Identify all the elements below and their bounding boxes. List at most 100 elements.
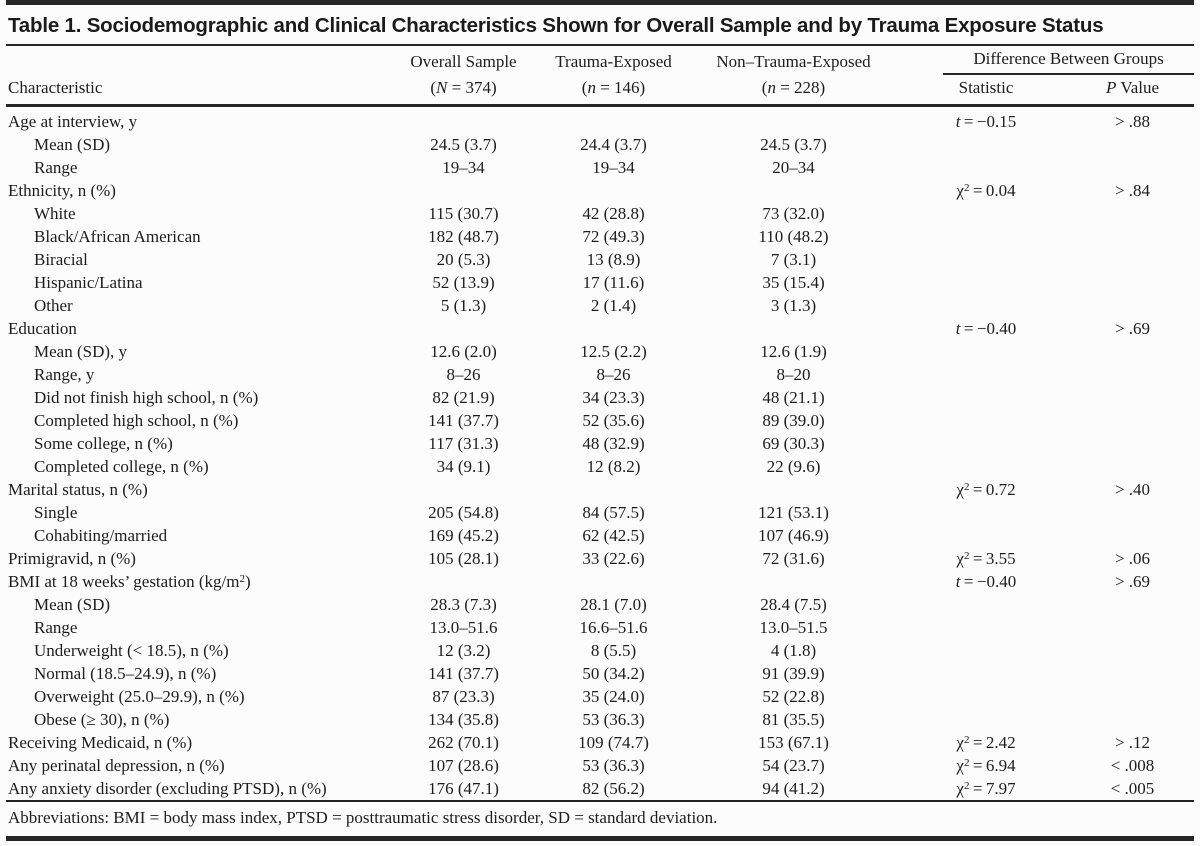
characteristics-table: Overall Sample Trauma-Exposed Non–Trauma…	[6, 46, 1195, 800]
p-value-cell: > .12	[1114, 733, 1151, 752]
table-row: Age at interview, y t = −0.15 > .88	[6, 106, 1194, 134]
header-overall-n: (N = 374)	[386, 75, 541, 107]
statistic-cell	[901, 455, 1071, 478]
p-value-cell	[1071, 271, 1194, 294]
statistic-cell: t = −0.15	[955, 112, 1017, 131]
p-value-cell	[1071, 386, 1194, 409]
p-value-cell	[1071, 685, 1194, 708]
statistic-cell	[901, 685, 1071, 708]
statistic-cell	[901, 271, 1071, 294]
value-cell: 52 (22.8)	[762, 687, 825, 706]
value-cell: 24.5 (3.7)	[430, 135, 497, 154]
value-cell: 176 (47.1)	[428, 779, 499, 798]
value-cell	[541, 570, 686, 593]
p-value-cell	[1071, 133, 1194, 156]
row-label: Other	[34, 296, 73, 315]
value-cell: 82 (21.9)	[432, 388, 495, 407]
table-row: Mean (SD) 24.5 (3.7) 24.4 (3.7) 24.5 (3.7)	[6, 133, 1194, 156]
value-cell: 3 (1.3)	[770, 296, 817, 315]
value-cell: 20–34	[772, 158, 815, 177]
value-cell	[386, 478, 541, 501]
value-cell	[541, 478, 686, 501]
table-row: Normal (18.5–24.9), n (%) 141 (37.7) 50 (3…	[6, 662, 1194, 685]
top-rule	[6, 0, 1194, 5]
row-label: Normal (18.5–24.9), n (%)	[34, 664, 217, 683]
row-label: Single	[34, 503, 78, 522]
table-row: Primigravid, n (%) 105 (28.1) 33 (22.6) 72 …	[6, 547, 1194, 570]
value-cell: 182 (48.7)	[428, 227, 499, 246]
table-row: Some college, n (%) 117 (31.3) 48 (32.9) 69…	[6, 432, 1194, 455]
value-cell: 12.6 (2.0)	[430, 342, 497, 361]
p-value-cell	[1071, 616, 1194, 639]
p-value-cell	[1071, 248, 1194, 271]
table-row: Any anxiety disorder (excluding PTSD), n…	[6, 777, 1194, 800]
value-cell: 82 (56.2)	[582, 779, 645, 798]
value-cell: 16.6–51.6	[579, 618, 648, 637]
table-row: Mean (SD), y 12.6 (2.0) 12.5 (2.2) 12.6 (1.…	[6, 340, 1194, 363]
value-cell: 28.1 (7.0)	[580, 595, 647, 614]
statistic-cell: χ2 = 2.42	[956, 733, 1016, 752]
header-overall-sample: Overall Sample	[410, 52, 517, 71]
p-value-cell	[1071, 455, 1194, 478]
value-cell: 8–26	[596, 365, 631, 384]
statistic-cell	[901, 202, 1071, 225]
row-label: Underweight (< 18.5), n (%)	[34, 641, 229, 660]
value-cell: 33 (22.6)	[582, 549, 645, 568]
row-label: Overweight (25.0–29.9), n (%)	[34, 687, 245, 706]
value-cell: 13.0–51.5	[759, 618, 828, 637]
p-value-cell: > .69	[1114, 572, 1151, 591]
p-value-cell	[1071, 202, 1194, 225]
row-label: Any perinatal depression, n (%)	[8, 756, 225, 775]
p-value-cell	[1071, 662, 1194, 685]
value-cell: 110 (48.2)	[758, 227, 829, 246]
value-cell: 87 (23.3)	[432, 687, 495, 706]
row-label: Obese (≥ 30), n (%)	[34, 710, 170, 729]
value-cell: 5 (1.3)	[440, 296, 487, 315]
value-cell: 8–26	[446, 365, 481, 384]
p-value-cell: < .008	[1110, 756, 1155, 775]
row-label: Any anxiety disorder (excluding PTSD), n…	[8, 779, 327, 798]
table-row: Completed college, n (%) 34 (9.1) 12 (8.2)…	[6, 455, 1194, 478]
value-cell: 73 (32.0)	[762, 204, 825, 223]
value-cell: 20 (5.3)	[436, 250, 491, 269]
value-cell: 81 (35.5)	[762, 710, 825, 729]
statistic-cell: χ2 = 6.94	[956, 756, 1016, 775]
value-cell	[686, 106, 901, 134]
statistic-cell	[901, 616, 1071, 639]
value-cell: 134 (35.8)	[428, 710, 499, 729]
statistic-cell: χ2 = 0.04	[956, 181, 1016, 200]
value-cell	[541, 317, 686, 340]
value-cell: 121 (53.1)	[758, 503, 829, 522]
statistic-cell	[901, 248, 1071, 271]
row-label: Completed college, n (%)	[34, 457, 209, 476]
statistic-cell	[901, 708, 1071, 731]
p-value-cell	[1071, 340, 1194, 363]
value-cell: 35 (24.0)	[582, 687, 645, 706]
value-cell: 35 (15.4)	[762, 273, 825, 292]
value-cell: 69 (30.3)	[762, 434, 825, 453]
p-value-cell	[1071, 363, 1194, 386]
value-cell	[686, 317, 901, 340]
statistic-cell	[901, 294, 1071, 317]
p-value-cell	[1071, 501, 1194, 524]
value-cell: 13 (8.9)	[586, 250, 641, 269]
table-row: Ethnicity, n (%) χ2 = 0.04 > .84	[6, 179, 1194, 202]
value-cell	[386, 179, 541, 202]
statistic-cell	[901, 409, 1071, 432]
bottom-rule	[6, 836, 1194, 841]
row-label: Hispanic/Latina	[34, 273, 143, 292]
difference-header-label: Difference Between Groups	[943, 46, 1195, 75]
row-label: Marital status, n (%)	[8, 480, 148, 499]
statistic-cell	[901, 156, 1071, 179]
statistic-cell: χ2 = 3.55	[956, 549, 1016, 568]
value-cell: 28.3 (7.3)	[430, 595, 497, 614]
statistic-cell	[901, 133, 1071, 156]
statistic-cell	[901, 386, 1071, 409]
value-cell: 4 (1.8)	[770, 641, 817, 660]
row-label: Receiving Medicaid, n (%)	[8, 733, 193, 752]
value-cell: 52 (35.6)	[582, 411, 645, 430]
p-value-cell: > .84	[1114, 181, 1151, 200]
value-cell: 91 (39.9)	[762, 664, 825, 683]
value-cell: 53 (36.3)	[582, 756, 645, 775]
header-spacer	[6, 46, 386, 75]
